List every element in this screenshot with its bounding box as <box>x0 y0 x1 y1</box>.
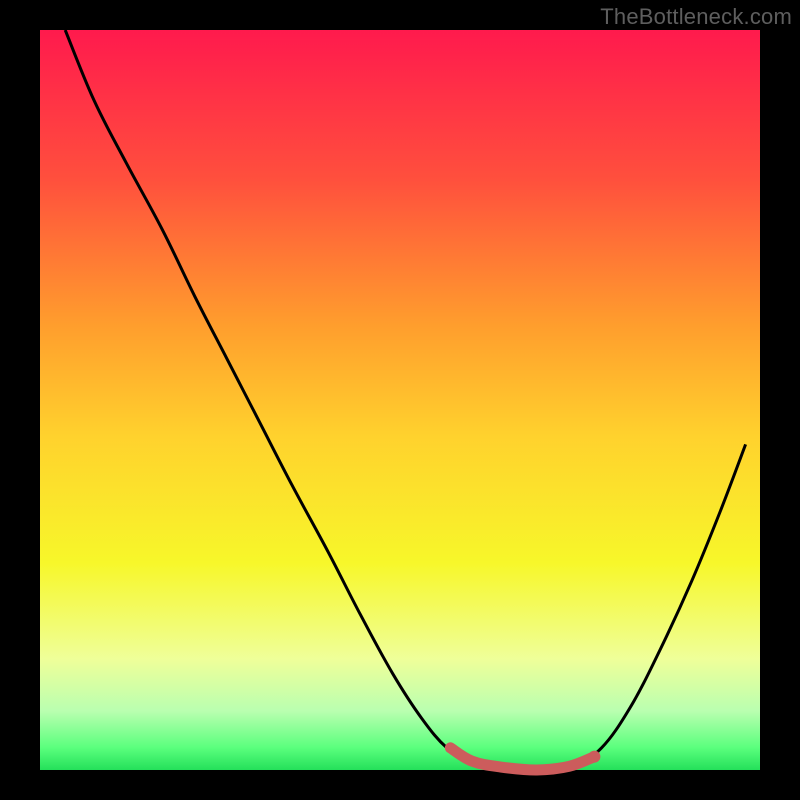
chart-gradient-background <box>40 30 760 770</box>
bottleneck-end-marker <box>588 751 600 763</box>
chart-container: TheBottleneck.com <box>0 0 800 800</box>
bottleneck-chart <box>0 0 800 800</box>
watermark-text: TheBottleneck.com <box>600 4 792 30</box>
